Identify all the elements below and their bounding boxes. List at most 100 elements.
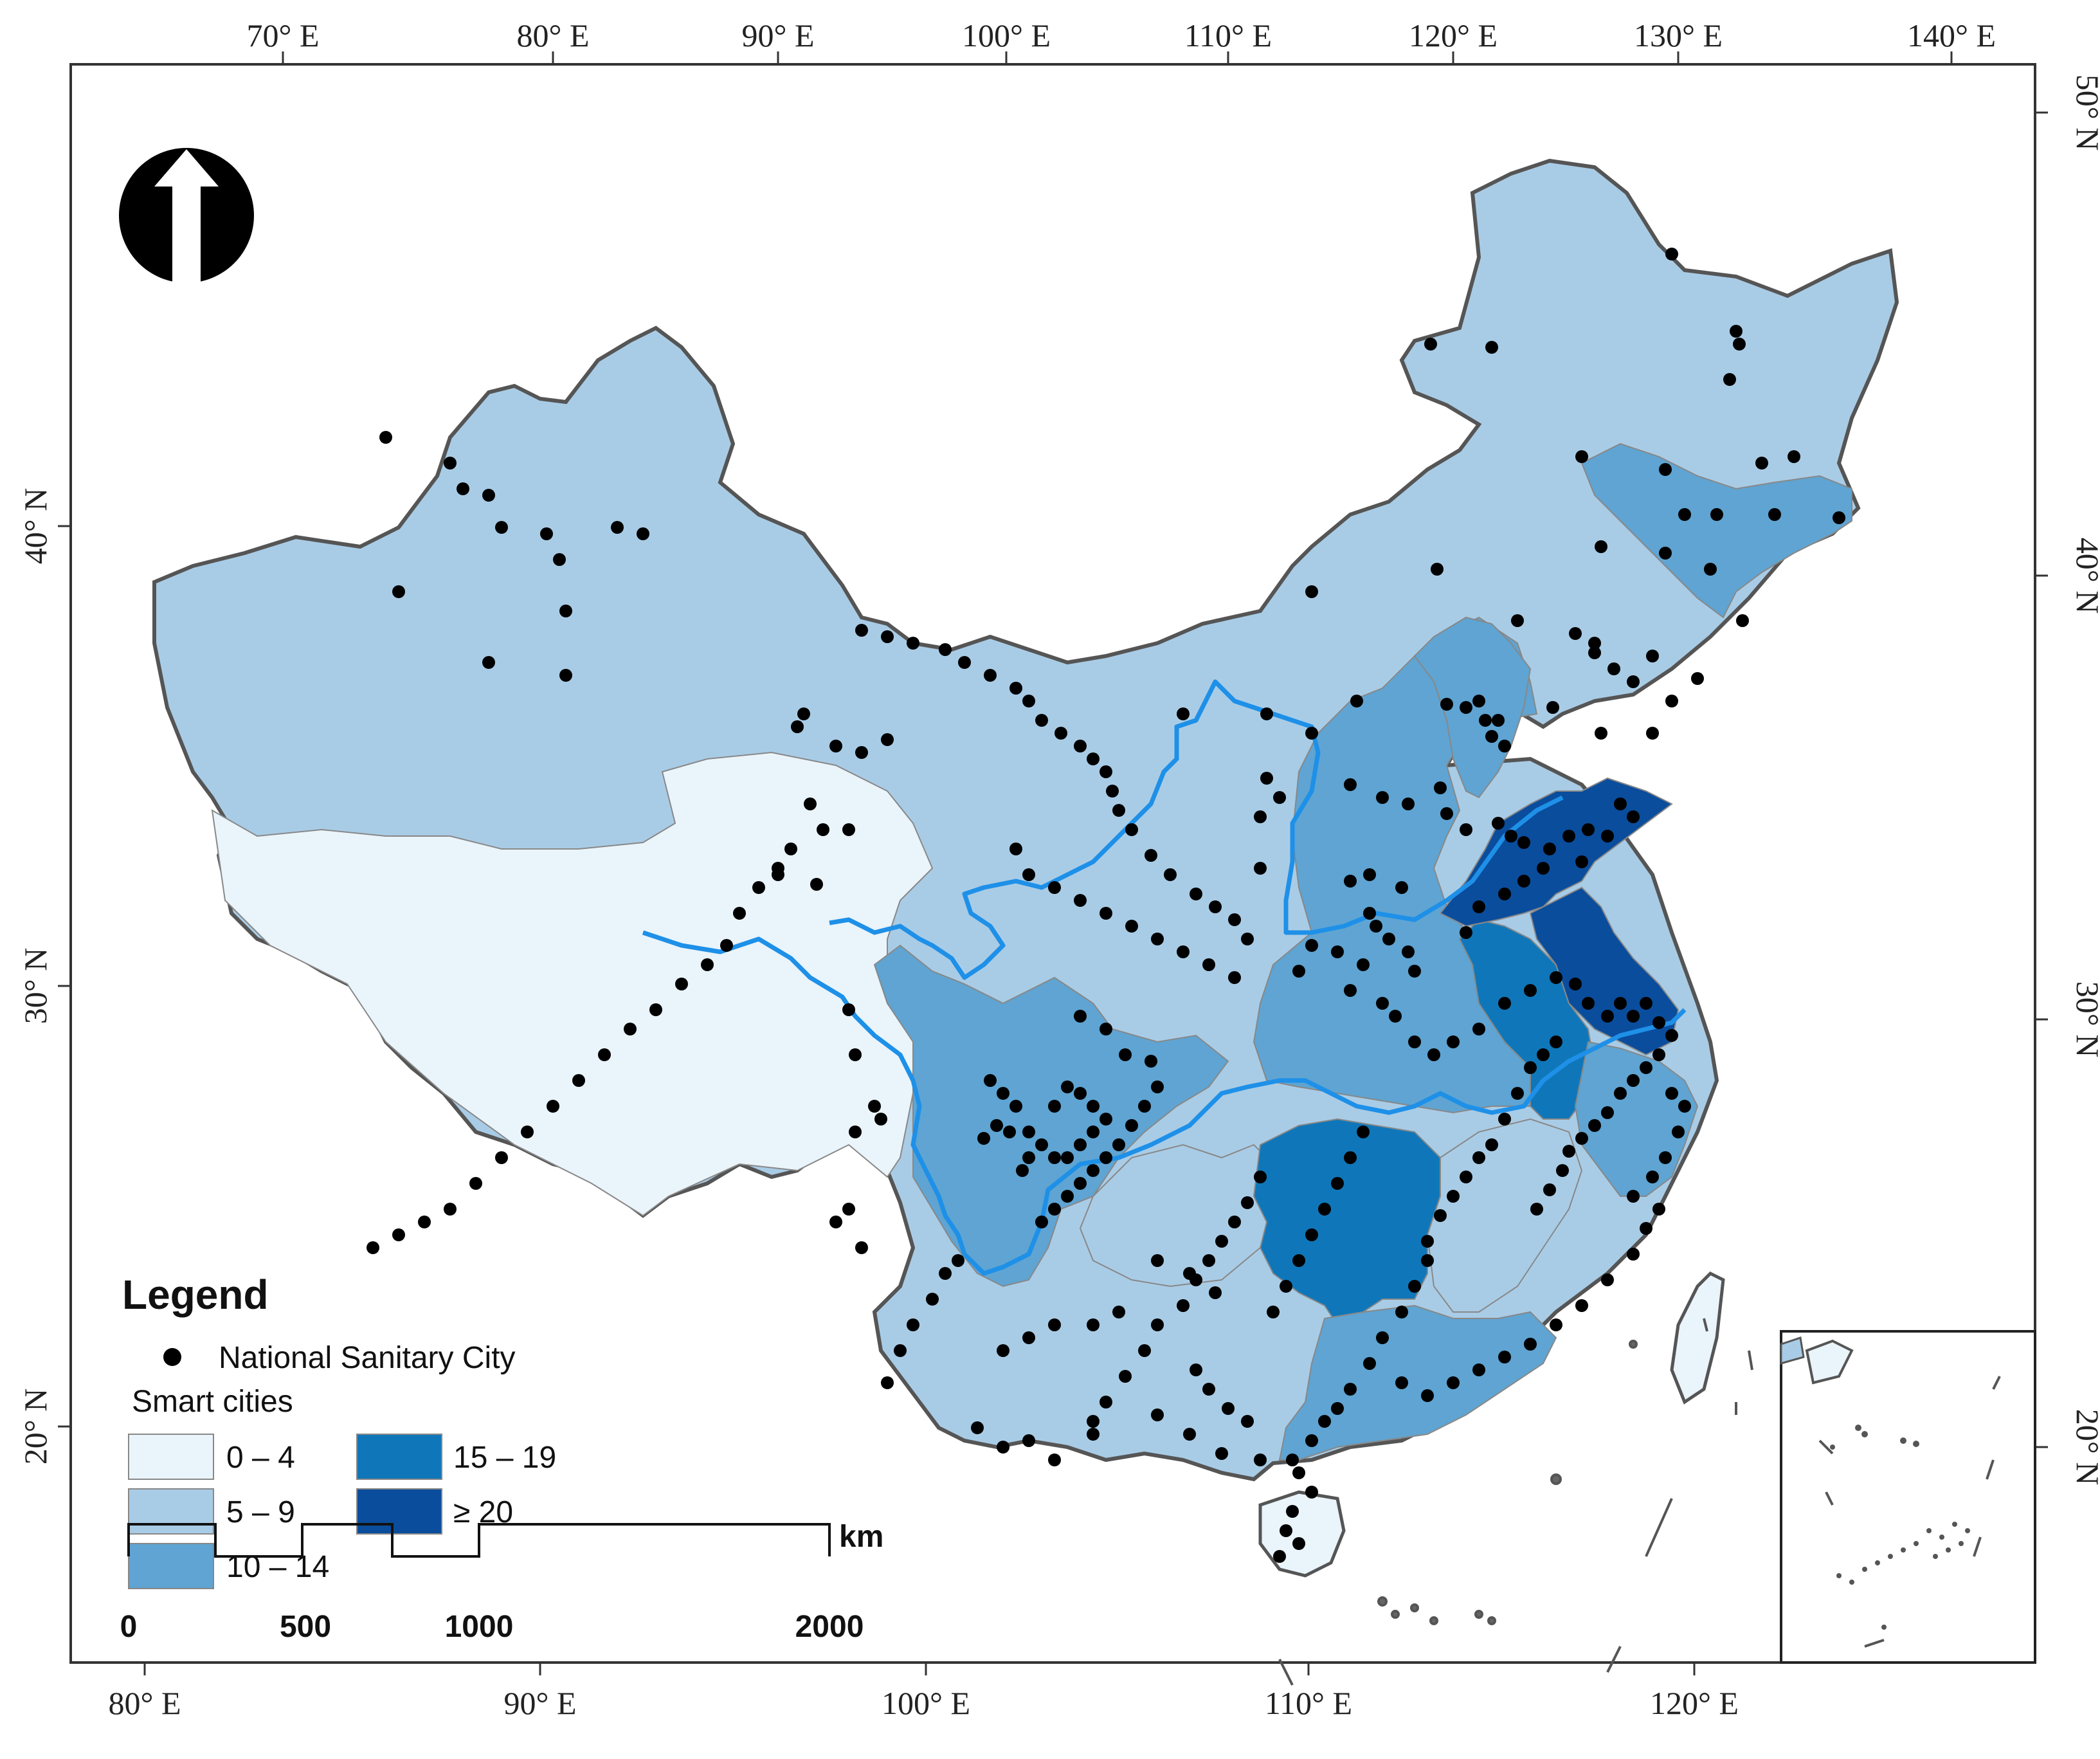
sanitary-city-point: [1460, 701, 1472, 714]
sanitary-city-point: [1215, 1447, 1228, 1460]
sanitary-city-point: [1190, 888, 1202, 900]
sanitary-city-point: [1286, 1454, 1299, 1466]
sanitary-city-point: [977, 1132, 990, 1145]
sanitary-city-point: [1145, 849, 1157, 862]
sanitary-city-point: [1431, 563, 1444, 576]
sanitary-city-point: [1424, 338, 1437, 351]
sanitary-city-point: [1614, 997, 1627, 1010]
sanitary-city-point: [1087, 1100, 1100, 1113]
sanitary-city-point: [1228, 913, 1241, 926]
sanitary-city-point: [1074, 740, 1087, 752]
sanitary-city-point: [1357, 1126, 1370, 1138]
left-lat-label: 20° N: [17, 1389, 53, 1465]
sanitary-city-point: [1562, 1145, 1575, 1158]
legend-label-5-9: 5 – 9: [226, 1495, 295, 1529]
sanitary-city-point: [482, 656, 495, 669]
top-lon-label: 140° E: [1907, 17, 1996, 53]
sanitary-city-point: [1280, 1524, 1292, 1537]
sanitary-city-point: [1472, 1023, 1485, 1035]
right-lat-label: 20° N: [2070, 1409, 2100, 1486]
sanitary-city-point: [1331, 1177, 1344, 1190]
sanitary-city-point: [1402, 797, 1415, 810]
scale-tick-label: 500: [280, 1610, 331, 1644]
sanitary-city-point: [1376, 1331, 1389, 1344]
sanitary-city-point: [926, 1293, 939, 1306]
sanitary-city-point: [553, 553, 566, 566]
sanitary-city-point: [1087, 752, 1100, 765]
sanitary-city-point: [1627, 810, 1640, 823]
sanitary-city-point: [1241, 1196, 1254, 1209]
sanitary-city-point: [868, 1100, 881, 1113]
sanitary-city-point: [1125, 823, 1138, 836]
sanitary-city-point: [907, 1318, 919, 1331]
sanitary-city-point: [1009, 1100, 1022, 1113]
sanitary-city-point: [1087, 1415, 1100, 1428]
legend-swatch-20-plus: [356, 1488, 442, 1535]
sanitary-city-point: [1357, 958, 1370, 971]
sanitary-city-point: [1472, 900, 1485, 913]
sanitary-city-point: [1485, 730, 1498, 743]
left-ticks: [58, 525, 71, 1428]
sanitary-city-point: [1659, 1151, 1672, 1164]
sanitary-city-point: [1460, 926, 1472, 939]
sanitary-city-point: [1550, 1035, 1562, 1048]
sanitary-city-point: [1723, 373, 1736, 386]
sanitary-city-point: [1492, 817, 1505, 830]
sanitary-city-point: [1100, 1023, 1112, 1035]
sanitary-city-point: [1492, 714, 1505, 727]
sanitary-city-point: [1485, 1138, 1498, 1151]
legend-label-0-4: 0 – 4: [226, 1441, 295, 1475]
sanitary-city-point: [1755, 457, 1768, 469]
sanitary-city-point: [1035, 1216, 1048, 1228]
scale-tick-label: 2000: [795, 1610, 864, 1644]
sanitary-city-point: [1048, 1100, 1061, 1113]
sanitary-city-point: [1511, 1087, 1524, 1100]
map-frame: [69, 63, 2036, 1664]
legend-swatch-10-14: [128, 1543, 214, 1589]
top-lon-label: 90° E: [741, 17, 814, 53]
sanitary-city-point: [1665, 1087, 1678, 1100]
sanitary-city-point: [559, 605, 572, 617]
sanitary-city-point: [1575, 855, 1588, 868]
sanitary-city-point: [984, 1074, 997, 1087]
sanitary-city-point: [1524, 1338, 1537, 1351]
scale-bar: km 0 500 1000 2000: [120, 1520, 884, 1644]
legend: Legend National Sanitary City Smart citi…: [122, 1271, 556, 1589]
sanitary-city-point: [1607, 662, 1620, 675]
sanitary-city-point: [855, 624, 868, 637]
sanitary-city-point: [855, 1241, 868, 1254]
sanitary-city-point: [1331, 1402, 1344, 1415]
sanitary-city-point: [1524, 1061, 1537, 1074]
rivers: [642, 679, 1687, 1276]
top-ticks: [282, 51, 1953, 64]
sanitary-city-point: [1370, 920, 1382, 933]
sanitary-city-point: [1087, 1164, 1100, 1177]
sanitary-city-point: [1100, 1396, 1112, 1408]
sanitary-city-point: [829, 740, 842, 752]
legend-class-title: Smart cities: [132, 1385, 293, 1419]
sanitary-city-point: [1305, 939, 1318, 952]
sanitary-city-point: [1498, 1113, 1511, 1126]
sanitary-city-point: [1408, 1035, 1421, 1048]
sanitary-city-point: [1659, 463, 1672, 476]
sanitary-city-point: [997, 1087, 1009, 1100]
bottom-ticks: [143, 1663, 1696, 1675]
sanitary-city-point: [1556, 1164, 1569, 1177]
sanitary-city-point: [1202, 958, 1215, 971]
sanitary-city-point: [1254, 862, 1267, 875]
sanitary-city-point: [495, 1151, 508, 1164]
sanitary-city-point: [1151, 933, 1164, 945]
sanitary-city-point: [1788, 450, 1800, 463]
sanitary-city-point: [572, 1074, 585, 1087]
sanitary-city-point: [1665, 695, 1678, 707]
sanitary-city-point: [939, 1267, 952, 1280]
sanitary-city-point: [1395, 1306, 1408, 1318]
bottom-lon-label: 100° E: [882, 1685, 970, 1721]
sanitary-city-point: [1087, 1318, 1100, 1331]
sanitary-city-point: [1151, 1254, 1164, 1267]
sanitary-city-point: [1601, 1010, 1614, 1023]
sanitary-city-point: [990, 1119, 1003, 1132]
sanitary-city-point: [1614, 797, 1627, 810]
sanitary-city-point: [1344, 778, 1357, 791]
sanitary-city-point: [1421, 1254, 1434, 1267]
